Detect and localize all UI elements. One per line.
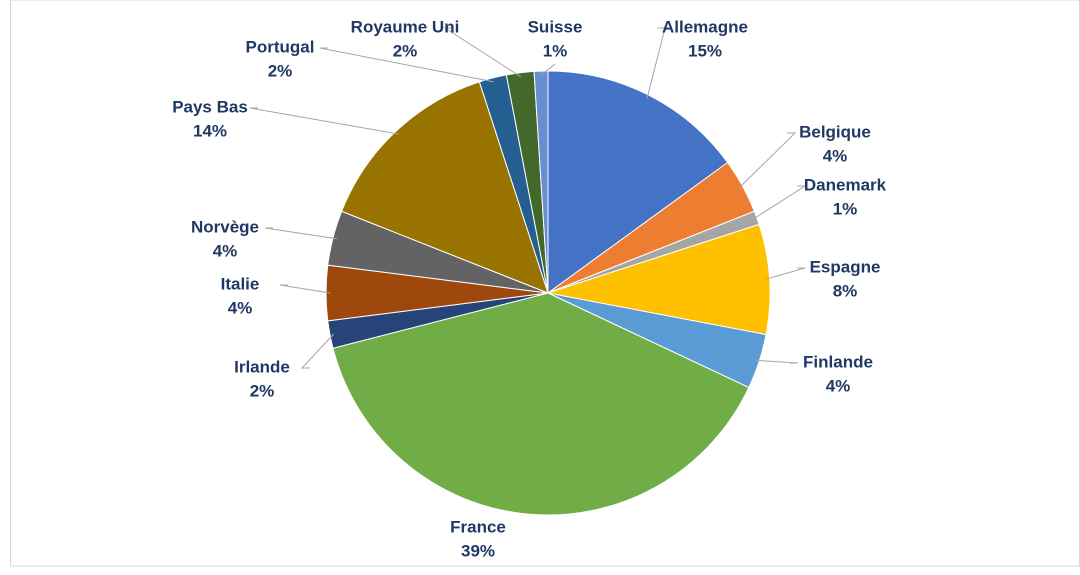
pie-slice [547, 223, 771, 336]
leader-line [646, 27, 666, 99]
slice-value-label: 1% [833, 199, 858, 218]
leader-line [765, 267, 806, 280]
leader-line [443, 27, 521, 78]
slice-value-label: 15% [688, 41, 722, 60]
leader-line [279, 284, 331, 294]
slice-value-label: 2% [268, 61, 293, 80]
slice-value-label: 2% [250, 381, 275, 400]
slice-label: France [450, 517, 506, 536]
slice-label: Danemark [804, 175, 887, 194]
pie-slice [533, 70, 549, 294]
pie-slice [332, 292, 750, 516]
leader-line [264, 227, 337, 240]
slice-value-label: 4% [228, 298, 253, 317]
slice-label: Allemagne [662, 17, 748, 36]
slice-label: Espagne [810, 257, 881, 276]
slice-label: Royaume Uni [351, 17, 460, 36]
leader-line [249, 107, 399, 135]
slice-label: Portugal [246, 37, 315, 56]
leader-line [752, 185, 807, 220]
leader-line [300, 333, 335, 369]
slice-label: Irlande [234, 357, 290, 376]
slice-value-label: 4% [823, 146, 848, 165]
slice-label: Pays Bas [172, 97, 248, 116]
slice-label: Norvège [191, 217, 259, 236]
slice-value-label: 1% [543, 41, 568, 60]
leader-line [319, 47, 494, 83]
pie-slice [547, 70, 729, 294]
slice-value-label: 14% [193, 121, 227, 140]
slice-value-label: 39% [461, 541, 495, 560]
slice-label: Suisse [528, 17, 583, 36]
slice-value-label: 4% [826, 376, 851, 395]
slice-label: Belgique [799, 122, 871, 141]
leader-line [540, 63, 556, 76]
slice-value-label: 2% [393, 41, 418, 60]
leader-line [738, 132, 797, 189]
slice-label: Finlande [803, 352, 873, 371]
leader-line [755, 359, 799, 364]
slice-value-label: 8% [833, 281, 858, 300]
slice-label: Italie [221, 274, 260, 293]
slice-value-label: 4% [213, 241, 238, 260]
